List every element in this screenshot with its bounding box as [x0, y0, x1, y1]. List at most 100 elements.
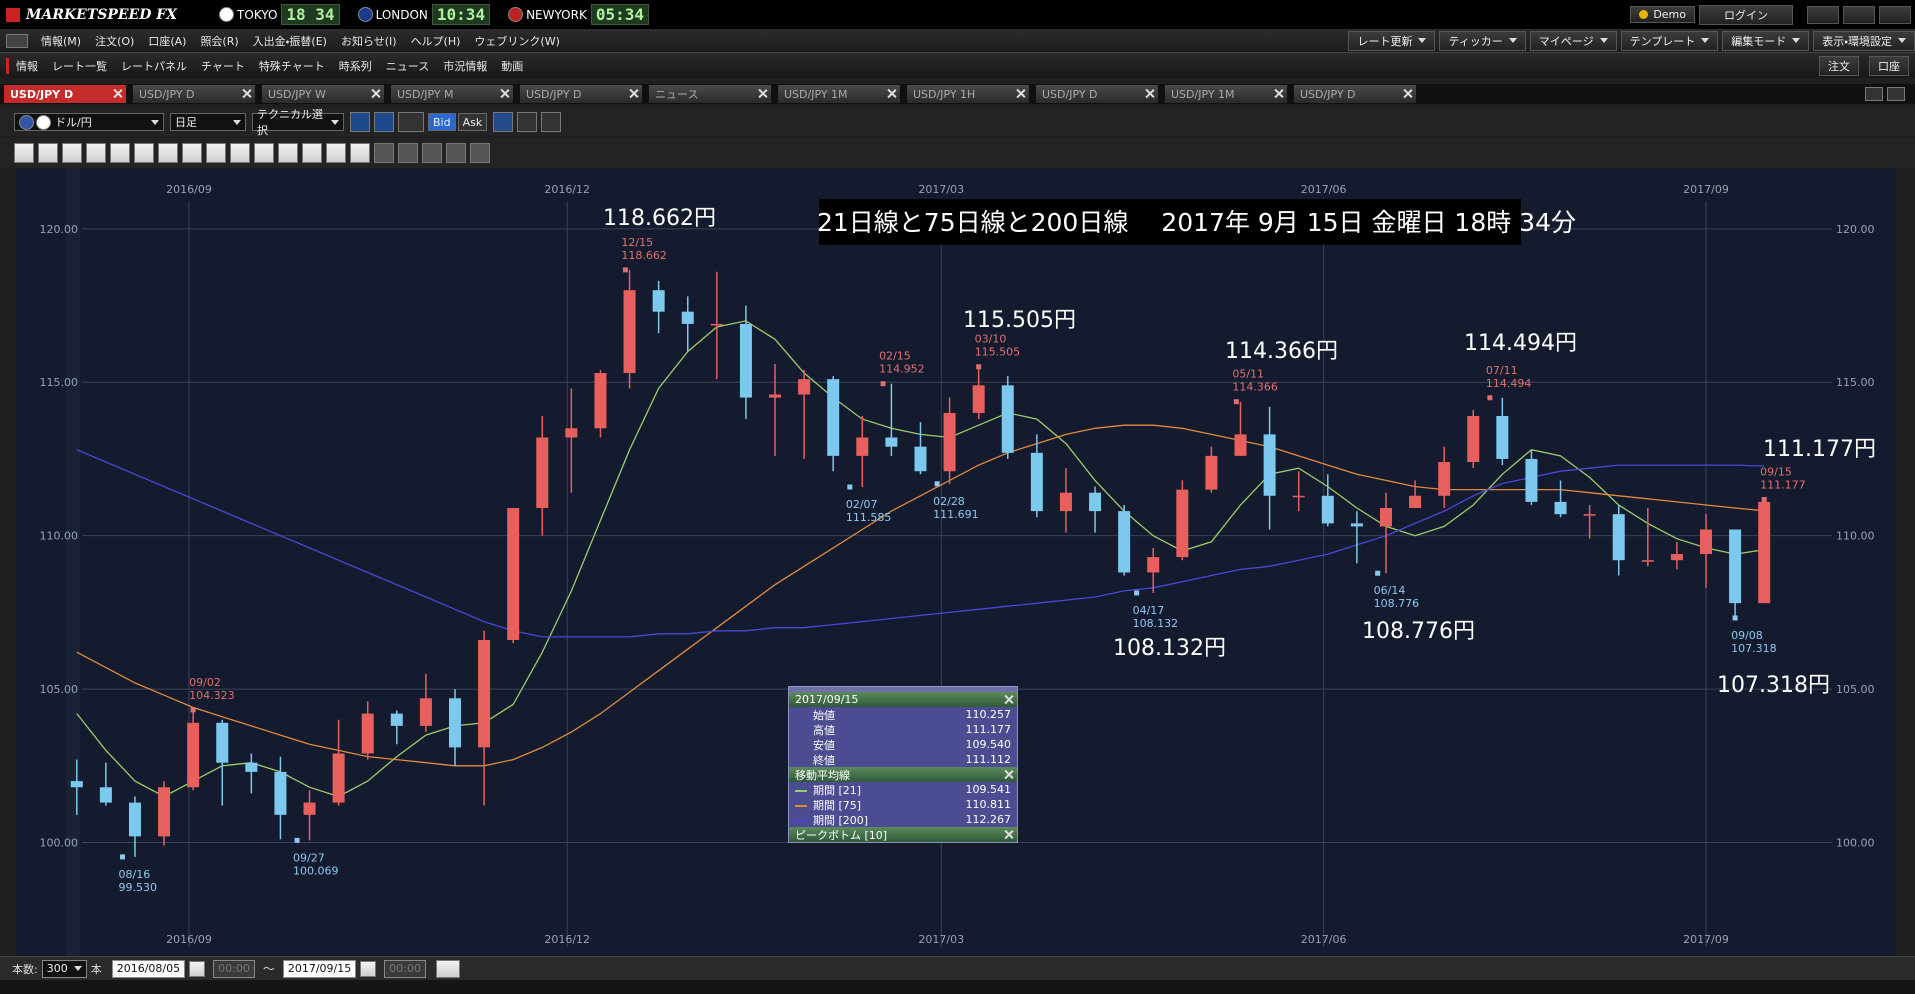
chart-tab[interactable]: USD/JPY 1M — [1165, 85, 1287, 103]
chart-tab[interactable]: ニュース — [649, 85, 771, 103]
drawing-tool[interactable] — [134, 143, 154, 163]
from-calendar[interactable] — [189, 960, 206, 977]
chart-tab[interactable]: USD/JPY 1M — [778, 85, 900, 103]
window-minimize[interactable] — [1807, 5, 1839, 24]
panel-close[interactable] — [1004, 770, 1013, 779]
tab-close[interactable] — [371, 89, 380, 98]
toolbar-item[interactable]: ニュース — [385, 59, 430, 73]
window-maximize[interactable] — [1843, 5, 1875, 24]
drawing-tool[interactable] — [62, 143, 82, 163]
tab-close[interactable] — [500, 89, 509, 98]
pair-select[interactable]: ドル/円 — [14, 113, 164, 131]
tab-close[interactable] — [242, 89, 251, 98]
panel-close[interactable] — [1004, 695, 1013, 704]
peak-value: 100.069 — [293, 864, 339, 877]
tab-close[interactable] — [1274, 89, 1283, 98]
menu-item[interactable]: お知らせ(I) — [340, 34, 397, 48]
to-calendar[interactable] — [360, 960, 377, 977]
menu-button[interactable]: マイページ — [1529, 30, 1617, 51]
menu-item[interactable]: 情報(M) — [41, 34, 82, 48]
menu-item[interactable]: 注文(O) — [95, 34, 135, 48]
chart-tab[interactable]: USD/JPY 1H — [907, 85, 1029, 103]
tab-close[interactable] — [1016, 89, 1025, 98]
toolbar-item[interactable]: チャート — [201, 59, 245, 73]
drawing-tool[interactable] — [278, 143, 298, 163]
to-date[interactable]: 2017/09/15 — [282, 959, 357, 978]
menu-button[interactable]: ティッカー — [1439, 30, 1526, 51]
technical-select[interactable]: テクニカル選択 — [252, 108, 344, 137]
period-select[interactable]: 日足 — [170, 113, 246, 131]
tab-close[interactable] — [758, 89, 767, 98]
login-button[interactable]: ログイン — [1699, 4, 1793, 25]
from-date[interactable]: 2016/08/05 — [111, 959, 186, 978]
menu-icon[interactable] — [6, 33, 28, 48]
drawing-tool[interactable] — [38, 143, 58, 163]
zoom-in-button[interactable] — [541, 112, 562, 132]
tab-close[interactable] — [629, 89, 638, 98]
toolbar-item[interactable]: レートパネル — [121, 59, 187, 73]
chart-tab[interactable]: USD/JPY D — [520, 85, 642, 103]
drawing-tool[interactable] — [422, 143, 442, 163]
drawing-tool[interactable] — [350, 143, 370, 163]
tab-window-button[interactable] — [1865, 87, 1883, 101]
menu-item[interactable]: ウェブリンク(W) — [474, 34, 560, 48]
menu-item[interactable]: 入出金・振替(E) — [252, 34, 327, 48]
drawing-tool[interactable] — [230, 143, 250, 163]
menu-item[interactable]: 口座(A) — [148, 34, 187, 48]
drawing-tool[interactable] — [110, 143, 130, 163]
toolbar-item[interactable]: 特殊チャート — [258, 59, 325, 73]
account-button[interactable]: Demo — [1630, 6, 1695, 23]
drawing-tool[interactable] — [470, 143, 490, 163]
drawing-tool[interactable] — [302, 143, 322, 163]
drawing-tool[interactable] — [374, 143, 394, 163]
chart-tab[interactable]: USD/JPY D — [1036, 85, 1158, 103]
drawing-tools — [0, 138, 1915, 168]
menu-item[interactable]: 照会(R) — [200, 34, 239, 48]
tab-close[interactable] — [113, 89, 122, 98]
drawing-tool[interactable] — [206, 143, 226, 163]
apply-button[interactable] — [435, 959, 460, 978]
menu-button[interactable]: テンプレート — [1620, 30, 1719, 51]
toolbar-item[interactable]: 時系列 — [338, 59, 372, 73]
toolbar-item[interactable]: 市況情報 — [443, 59, 488, 73]
settings-button[interactable] — [493, 112, 514, 132]
info-button[interactable] — [374, 112, 394, 132]
drawing-tool[interactable] — [326, 143, 346, 163]
tab-close[interactable] — [1145, 89, 1154, 98]
drawing-tool[interactable] — [158, 143, 178, 163]
chart-style-button[interactable] — [398, 112, 424, 132]
drawing-tool[interactable] — [446, 143, 466, 163]
menu-button[interactable]: レート更新 — [1348, 30, 1436, 51]
chart-tab[interactable]: USD/JPY D — [1294, 85, 1416, 103]
menu-button[interactable]: 表示・環境設定 — [1813, 30, 1915, 51]
zoom-out-button[interactable] — [517, 112, 538, 132]
chart-tab[interactable]: USD/JPY D — [133, 85, 255, 103]
menu-item[interactable]: ヘルプ(H) — [410, 34, 461, 48]
chart-tab[interactable]: USD/JPY M — [391, 85, 513, 103]
window-close[interactable] — [1879, 5, 1911, 24]
drawing-tool[interactable] — [254, 143, 274, 163]
chart-tab[interactable]: USD/JPY W — [262, 85, 384, 103]
count-select[interactable]: 300 — [41, 959, 87, 978]
drawing-tool[interactable] — [86, 143, 106, 163]
bid-button[interactable]: Bid — [428, 113, 456, 131]
menu-button[interactable]: 編集モード — [1722, 30, 1810, 51]
drawing-tool[interactable] — [182, 143, 202, 163]
ask-button[interactable]: Ask — [457, 113, 488, 131]
bid-label: Bid — [433, 115, 451, 129]
pen-button[interactable] — [350, 112, 370, 132]
drawing-tool[interactable] — [398, 143, 418, 163]
tab-close-all[interactable] — [1887, 87, 1905, 101]
toolbar-item[interactable]: レート一覧 — [52, 59, 107, 73]
toolbar-button[interactable]: 注文 — [1819, 55, 1859, 76]
peak-date: 06/14 — [1374, 584, 1406, 597]
toolbar-button[interactable]: 口座 — [1869, 55, 1909, 76]
tab-close[interactable] — [1403, 89, 1412, 98]
toolbar-item[interactable]: 動画 — [501, 59, 524, 73]
tab-close[interactable] — [887, 89, 896, 98]
toolbar-item[interactable]: 情報 — [6, 57, 45, 74]
panel-close[interactable] — [1004, 830, 1013, 839]
candle-body — [1700, 529, 1712, 555]
drawing-tool[interactable] — [14, 143, 34, 163]
chart-tab[interactable]: USD/JPY D — [4, 85, 126, 103]
